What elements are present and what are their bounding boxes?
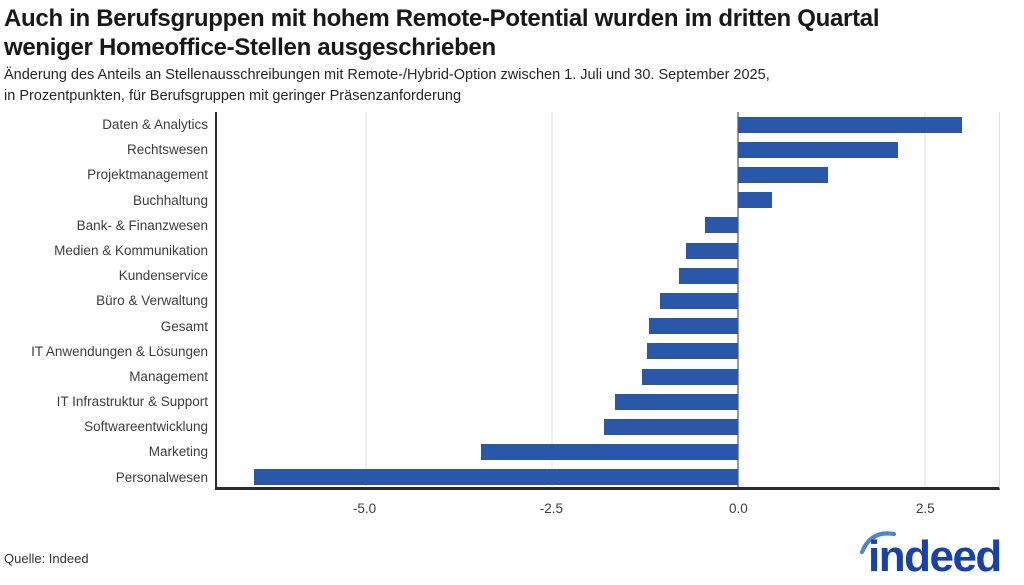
gridline	[365, 112, 367, 487]
indeed-logo-graphic: indeed	[859, 531, 1002, 581]
x-tick-label: -5.0	[352, 501, 377, 516]
bar	[738, 192, 772, 209]
category-label: Projektmanagement	[87, 167, 208, 183]
category-label: Marketing	[148, 444, 208, 460]
x-tick-label: -2.5	[539, 501, 564, 516]
bar	[660, 293, 739, 309]
x-tick-label: 0.0	[728, 501, 748, 516]
bar	[647, 343, 739, 360]
category-label: IT Anwendungen & Lösungen	[31, 343, 208, 359]
bar	[604, 419, 739, 435]
category-label: Bank- & Finanzwesen	[76, 217, 208, 233]
category-label: Personalwesen	[115, 469, 208, 485]
bar	[686, 242, 739, 259]
category-label: Medien & Kommunikation	[54, 242, 208, 258]
gridline	[924, 112, 926, 487]
x-axis: -5.0 -2.5 0.0 2.5	[215, 493, 1000, 523]
category-label: Management	[129, 368, 208, 384]
category-label: Gesamt	[160, 318, 208, 334]
bar	[641, 368, 739, 385]
category-label: Softwareentwicklung	[84, 419, 208, 435]
indeed-logo: indeed	[854, 522, 1012, 581]
indeed-logo-wordmark: indeed	[868, 532, 1001, 578]
bar	[648, 318, 739, 335]
chart-subtitle-line2: in Prozentpunkten, für Berufsgruppen mit…	[4, 88, 462, 104]
bar	[615, 393, 739, 410]
plot-area	[215, 112, 1000, 490]
chart-title-line2: weniger Homeoffice-Stellen ausgeschriebe…	[4, 34, 496, 61]
category-label: Rechtswesen	[126, 142, 208, 158]
chart-title-line1: Auch in Berufsgruppen mit hohem Remote-P…	[4, 5, 880, 32]
category-axis: Daten & Analytics Rechtswesen Projektmanag…	[0, 112, 208, 490]
bar-chart: Daten & Analytics Rechtswesen Projektmanag…	[0, 112, 1024, 516]
zero-line	[737, 112, 740, 487]
bar	[678, 267, 739, 284]
source-note: Quelle: Indeed	[4, 551, 89, 566]
x-tick-label: 2.5	[915, 501, 935, 516]
chart-title: Auch in Berufsgruppen mit hohem Remote-P…	[4, 4, 880, 62]
category-label: Kundenservice	[118, 268, 208, 284]
bar	[481, 444, 739, 461]
category-label: Daten & Analytics	[102, 117, 208, 132]
indeed-logo-arc	[859, 531, 897, 555]
chart-subtitle: Änderung des Anteils an Stellenausschrei…	[4, 65, 770, 107]
category-label: IT Infrastruktur & Support	[56, 394, 208, 410]
bar	[254, 469, 739, 486]
bar	[738, 167, 828, 183]
bar	[738, 141, 899, 158]
gridline	[551, 112, 553, 487]
category-label: Büro & Verwaltung	[96, 293, 208, 309]
category-label: Buchhaltung	[132, 192, 208, 208]
chart-subtitle-line1: Änderung des Anteils an Stellenausschrei…	[4, 67, 770, 83]
bar	[704, 217, 739, 234]
bar	[738, 116, 962, 133]
